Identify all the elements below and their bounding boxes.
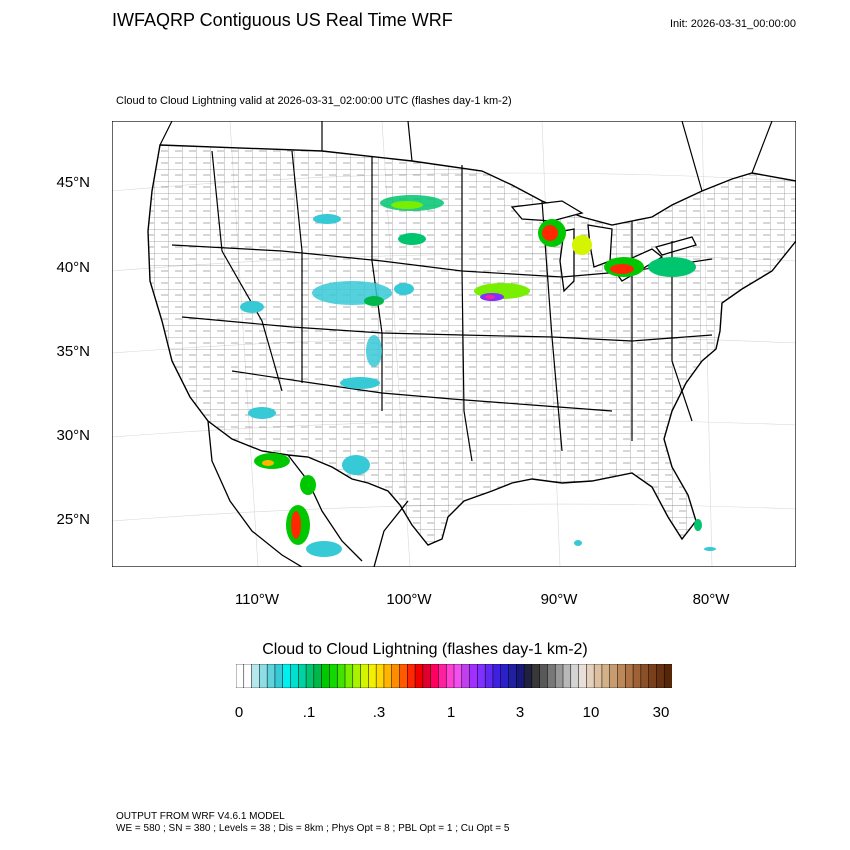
colorbar-cell [648, 664, 657, 688]
page-title: IWFAQRP Contiguous US Real Time WRF [112, 10, 453, 30]
lat-label-35: 35°N [56, 343, 90, 360]
lon-label-80w: 80°W [692, 591, 730, 608]
colorbar-cell [656, 664, 665, 688]
colorbar-cell [461, 664, 471, 688]
footer-line-1: OUTPUT FROM WRF V4.6.1 MODEL [116, 811, 285, 822]
colorbar-cell [632, 664, 642, 688]
colorbar-cell [445, 664, 455, 688]
colorbar-label-5: 10 [582, 704, 600, 721]
colorbar-cell [329, 664, 338, 688]
colorbar-cell [352, 664, 362, 688]
colorbar-cell [523, 664, 533, 688]
colorbar-cell [321, 664, 330, 688]
colorbar-label-4: 3 [515, 704, 525, 721]
lon-label-110w: 110°W [234, 591, 280, 608]
colorbar-cell [562, 664, 572, 688]
lon-label-100w: 100°W [386, 591, 432, 608]
colorbar-cell [593, 664, 603, 688]
colorbar-cell [274, 664, 284, 688]
colorbar-cell [414, 664, 424, 688]
colorbar-cell [336, 664, 346, 688]
init-time: Init: 2026-03-31_00:00:00 [670, 18, 796, 30]
colorbar-cell [383, 664, 393, 688]
colorbar-cell [477, 664, 486, 688]
colorbar-cell [554, 664, 564, 688]
colorbar-cell [663, 664, 672, 688]
colorbar-cell [625, 664, 634, 688]
colorbar-cell [578, 664, 587, 688]
colorbar-label-1: .1 [302, 704, 316, 721]
colorbar-cell [453, 664, 463, 688]
us-landmass [147, 144, 796, 546]
colorbar-label-2: .3 [372, 704, 386, 721]
colorbar-cell [259, 664, 268, 688]
lat-label-25: 25°N [56, 511, 90, 528]
colorbar-cell [344, 664, 354, 688]
colorbar-cell [266, 664, 276, 688]
colorbar-cell [368, 664, 377, 688]
colorbar-cell [360, 664, 369, 688]
colorbar-cell [430, 664, 439, 688]
colorbar-cell [236, 664, 245, 688]
lat-label-40: 40°N [56, 259, 90, 276]
colorbar-cell [508, 664, 517, 688]
lat-label-30: 30°N [56, 427, 90, 444]
lat-label-45: 45°N [56, 174, 90, 191]
colorbar-cell [609, 664, 619, 688]
colorbar-cell [282, 664, 292, 688]
mexico-coast [207, 420, 409, 567]
colorbar-cell [375, 664, 385, 688]
lon-label-90w: 90°W [540, 591, 578, 608]
colorbar-label-0: 0 [234, 704, 244, 721]
colorbar-cell [516, 664, 525, 688]
colorbar-cell [640, 664, 650, 688]
lightning-areas [240, 195, 716, 557]
colorbar-cell [438, 664, 447, 688]
colorbar-cell [539, 664, 548, 688]
colorbar-label-3: 1 [446, 704, 456, 721]
colorbar-cell [399, 664, 408, 688]
colorbar-cell [290, 664, 299, 688]
colorbar-cell [500, 664, 510, 688]
colorbar-label-6: 30 [652, 704, 670, 721]
colorbar-cell [305, 664, 315, 688]
colorbar-cell [422, 664, 432, 688]
canada-border [159, 121, 773, 192]
map-subtitle: Cloud to Cloud Lightning valid at 2026-0… [116, 95, 512, 107]
colorbar-cell [484, 664, 494, 688]
colorbar-cell [531, 664, 541, 688]
colorbar-cell [601, 664, 611, 688]
colorbar-cell [298, 664, 307, 688]
colorbar-cell [586, 664, 595, 688]
colorbar-cell [243, 664, 253, 688]
footer-line-2: WE = 580 ; SN = 380 ; Levels = 38 ; Dis … [116, 823, 510, 834]
colorbar-cell [391, 664, 401, 688]
colorbar-cell [570, 664, 580, 688]
lightning-map [112, 121, 796, 567]
colorbar-cell [251, 664, 260, 688]
colorbar-cell [407, 664, 416, 688]
colorbar-cell [313, 664, 323, 688]
colorbar-cell [547, 664, 556, 688]
colorbar-cell [492, 664, 502, 688]
colorbar-cell [617, 664, 626, 688]
colorbar-cell [469, 664, 478, 688]
model-footer: OUTPUT FROM WRF V4.6.1 MODEL WE = 580 ; … [116, 811, 509, 835]
colorbar-title: Cloud to Cloud Lightning (flashes day-1 … [262, 641, 588, 658]
colorbar [236, 664, 672, 688]
